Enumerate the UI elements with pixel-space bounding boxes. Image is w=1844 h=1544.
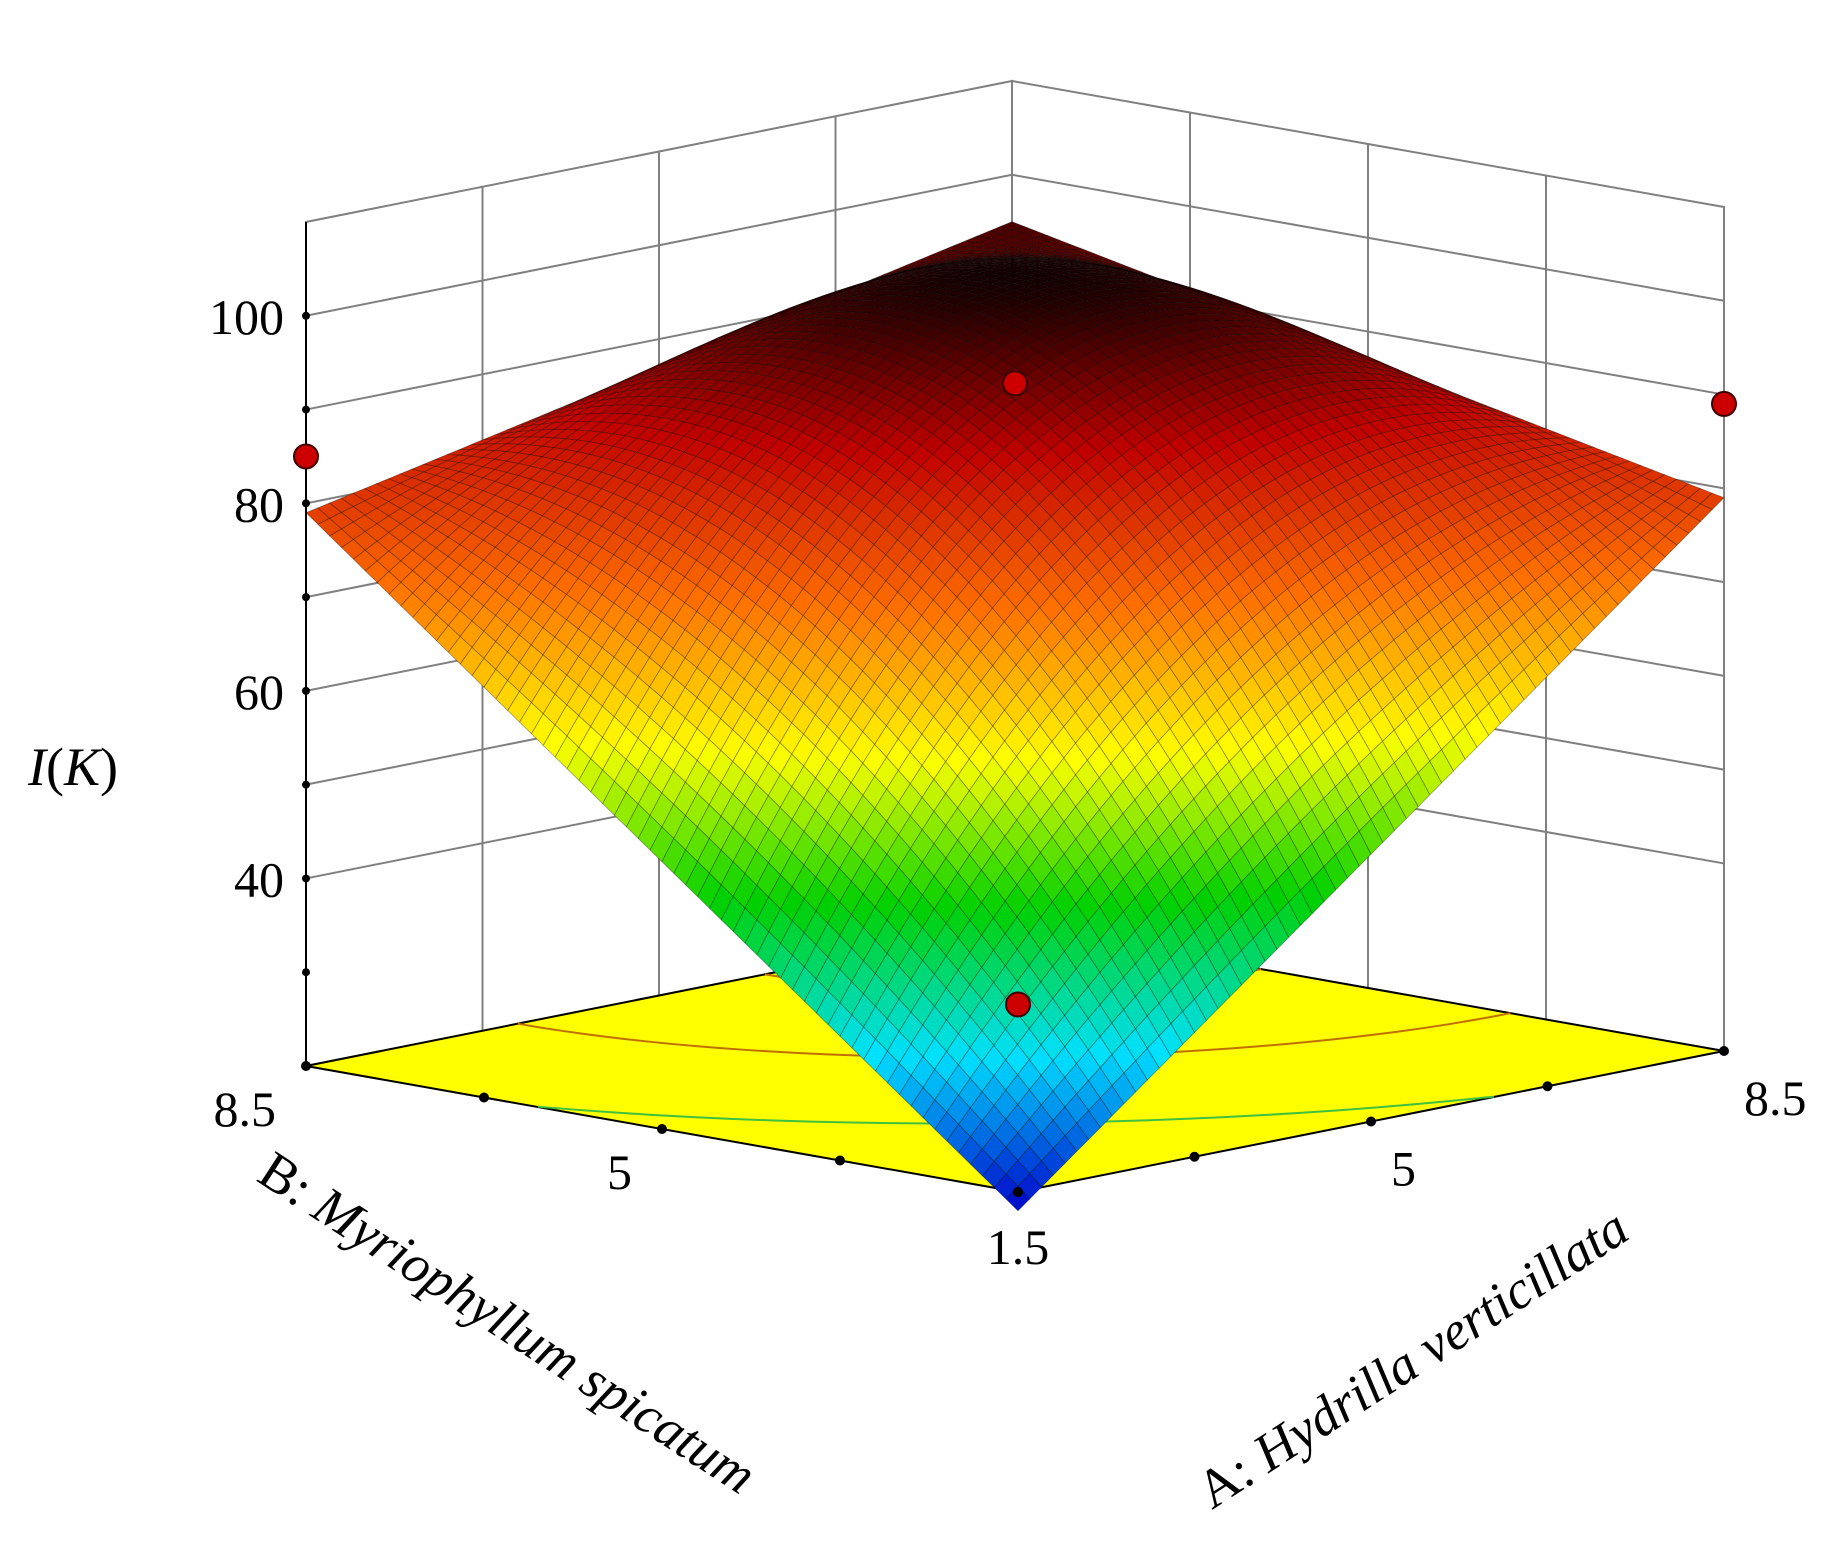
design-point <box>1005 991 1031 1018</box>
a-tick-dot <box>1719 1046 1729 1056</box>
design-points <box>293 370 1737 1018</box>
a-tick-dot <box>1189 1151 1200 1162</box>
wall-grid-line <box>305 173 1725 317</box>
design-point <box>1711 390 1737 417</box>
z-tick-dot <box>302 968 310 977</box>
origin-tick-label: 1.5 <box>987 1219 1050 1275</box>
z-tick-label: 60 <box>234 664 284 720</box>
a-tick-dot <box>1542 1081 1553 1092</box>
z-tick-dot <box>302 780 310 789</box>
a-tick-dot <box>1013 1187 1023 1197</box>
b-tick-label: 5 <box>607 1144 632 1200</box>
z-tick-dot <box>302 311 310 320</box>
b-tick-label: 8.5 <box>214 1081 277 1137</box>
design-point <box>1002 370 1028 397</box>
a-tick-label: 8.5 <box>1744 1070 1807 1126</box>
a-tick-label: 5 <box>1391 1141 1416 1197</box>
z-tick-dot <box>302 686 310 695</box>
a-tick-dot <box>1366 1116 1376 1127</box>
y-axis-title: B: Myriophyllum spicatum <box>248 1140 766 1506</box>
z-tick-label: 40 <box>234 851 284 907</box>
z-tick-dot <box>302 499 310 508</box>
z-tick-dot <box>302 593 310 602</box>
b-tick-dot <box>657 1124 667 1134</box>
b-tick-dot <box>835 1155 845 1166</box>
design-point <box>293 443 319 470</box>
z-tick-label: 80 <box>234 476 284 532</box>
z-tick-label: 100 <box>209 289 284 345</box>
b-tick-dot <box>479 1092 489 1103</box>
z-tick-dot <box>302 874 310 883</box>
response-surface <box>305 221 1725 1212</box>
z-tick-dot <box>302 405 310 414</box>
axes: 40 60 80 100 8.5 5 1.5 8.5 5 <box>209 222 1807 1275</box>
b-tick-dot <box>301 1061 311 1071</box>
z-axis-title: I(K) <box>27 737 118 797</box>
x-axis-title: A: Hydrilla verticillata <box>1186 1197 1639 1520</box>
